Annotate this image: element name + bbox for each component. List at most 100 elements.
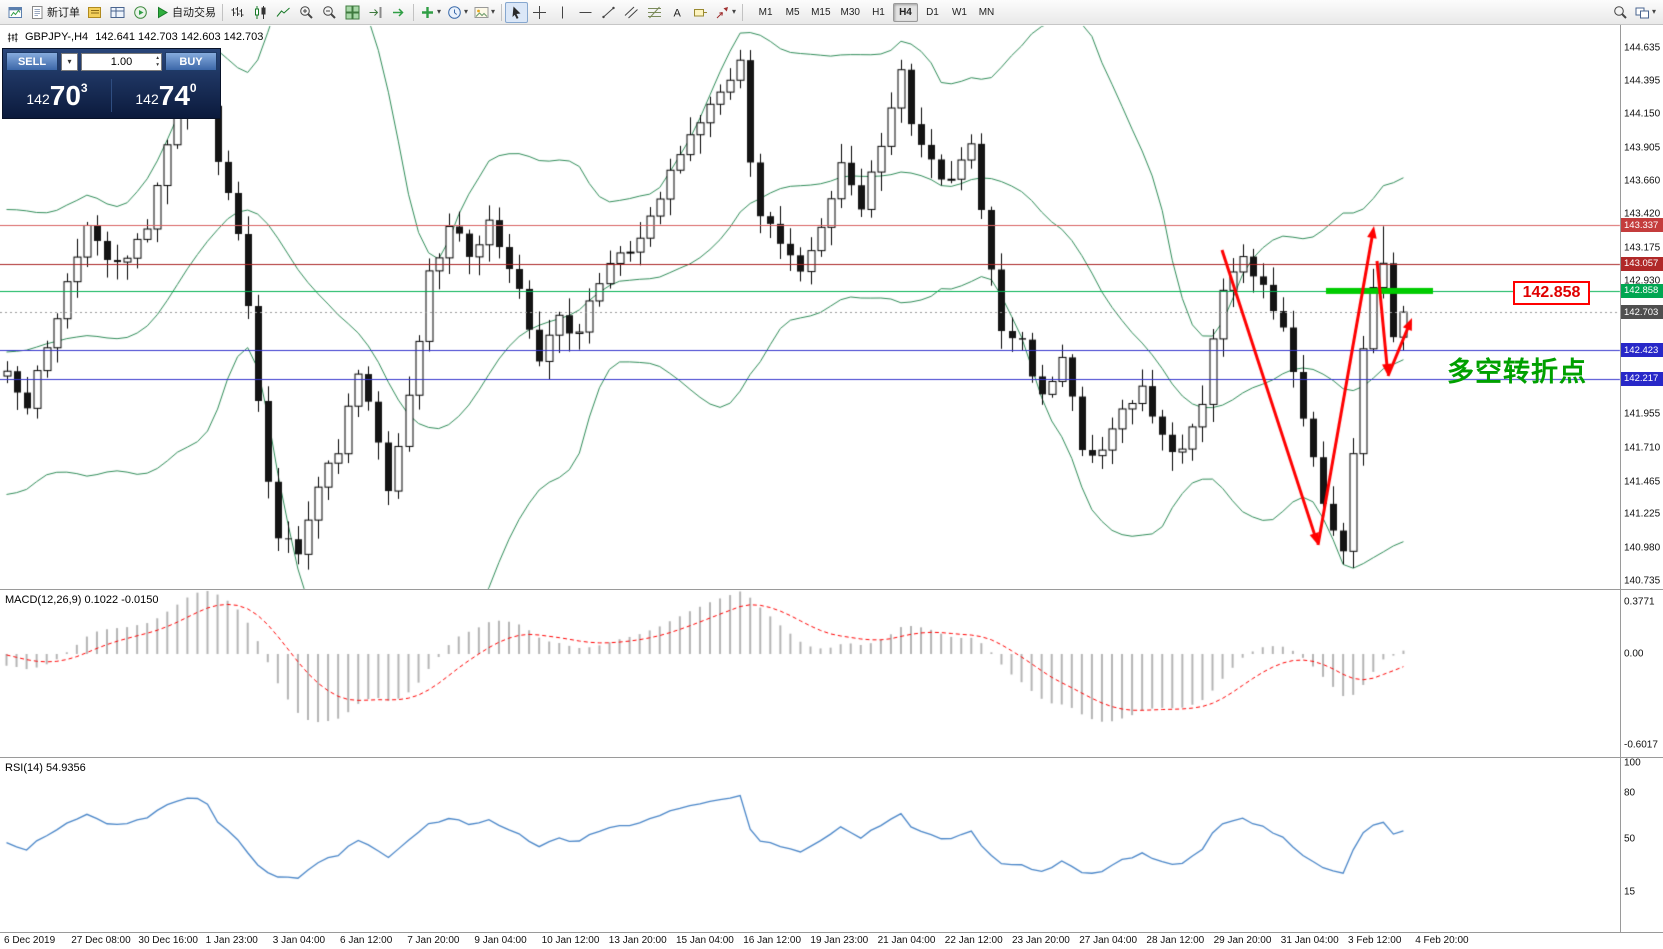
periods-button[interactable]: ▾ — [444, 2, 471, 23]
new-order-button[interactable]: 新订单 — [27, 2, 83, 23]
equidistant-channel-tool-button[interactable] — [620, 2, 643, 23]
timeframe-mn-button[interactable]: MN — [978, 6, 995, 18]
volume-value: 1.00 — [110, 55, 133, 68]
macd-axis-label: 0.00 — [1624, 648, 1644, 660]
caret-down-icon: ▾ — [732, 7, 737, 16]
macd-axis-label: -0.6017 — [1624, 739, 1658, 751]
vertical-line-tool-button[interactable] — [551, 2, 574, 23]
turning-point-annotation[interactable]: 多空转折点 — [1447, 357, 1587, 387]
channel-icon — [624, 5, 639, 20]
toolbar: 新订单 自动交易 ▾ ▾ ▾ A ▾ M1 M5 M15 M30 H1 H4 D1 W1 MN ▾ — [0, 0, 1663, 25]
time-axis-label: 16 Jan 12:00 — [743, 935, 802, 946]
bars-icon — [230, 5, 245, 20]
new-chart-button[interactable] — [4, 2, 27, 23]
buy-button[interactable]: BUY — [165, 52, 217, 71]
crosshair-tool-button[interactable] — [528, 2, 551, 23]
line-chart-mode-button[interactable] — [272, 2, 295, 23]
arrows-icon — [715, 5, 730, 20]
caret-down-icon: ▾ — [491, 7, 496, 16]
price-axis-label: 143.175 — [1624, 242, 1661, 254]
play-icon — [155, 5, 170, 20]
timeframe-m1-button[interactable]: M1 — [758, 6, 773, 18]
symbol-header: GBPJPY-,H4 142.641 142.703 142.603 142.7… — [7, 31, 263, 43]
price-axis-label: 143.905 — [1624, 142, 1661, 154]
rsi-axis-label: 15 — [1624, 886, 1636, 898]
templates-button[interactable]: ▾ — [471, 2, 498, 23]
zoom-out-button[interactable] — [318, 2, 341, 23]
toolbar-separator — [501, 3, 503, 21]
timeframe-w1-button[interactable]: W1 — [951, 6, 967, 18]
zoom-in-icon — [299, 5, 314, 20]
timeframe-m5-button[interactable]: M5 — [785, 6, 800, 18]
svg-text:A: A — [674, 7, 682, 19]
volume-input[interactable]: 1.00 ▴ ▾ — [81, 52, 162, 71]
sell-button[interactable]: SELL — [6, 52, 58, 71]
autotrading-label: 自动交易 — [172, 7, 216, 19]
bar-chart-mode-button[interactable] — [226, 2, 249, 23]
time-axis-label: 3 Feb 12:00 — [1348, 935, 1402, 946]
rsi-axis-label: 80 — [1624, 787, 1636, 799]
caret-down-icon: ▾ — [1651, 7, 1656, 16]
caret-down-icon: ▾ — [464, 7, 469, 16]
strategy-tester-button[interactable] — [129, 2, 152, 23]
symbol-name: GBPJPY-,H4 — [25, 31, 89, 43]
zoom-in-button[interactable] — [295, 2, 318, 23]
rsi-panel-divider[interactable] — [0, 757, 1663, 758]
price-axis-label: 141.465 — [1624, 476, 1661, 488]
shift-icon — [368, 5, 383, 20]
crosshair-icon — [532, 5, 547, 20]
price-annotation-box[interactable]: 142.858 — [1513, 281, 1590, 305]
chart-shift-button[interactable] — [364, 2, 387, 23]
price-axis-label: 140.980 — [1624, 542, 1661, 554]
time-axis-label: 21 Jan 04:00 — [877, 935, 936, 946]
timeframe-h1-button[interactable]: H1 — [872, 6, 885, 18]
one-click-top-row: SELL ▾ 1.00 ▴ ▾ BUY — [3, 49, 220, 74]
time-axis-divider — [0, 932, 1663, 933]
time-axis-label: 13 Jan 20:00 — [608, 935, 667, 946]
new-order-icon — [30, 5, 45, 20]
volume-dropdown[interactable]: ▾ — [61, 52, 78, 71]
toolbar-separator — [742, 3, 744, 21]
data-window-button[interactable] — [106, 2, 129, 23]
sell-price-main: 142 — [26, 91, 50, 107]
price-tag: 142.703 — [1621, 305, 1663, 320]
template-icon — [474, 5, 489, 20]
chart-window-icon — [8, 5, 23, 20]
tester-icon — [133, 5, 148, 20]
tile-windows-button[interactable] — [341, 2, 364, 23]
timeframe-toolbar: M1 M5 M15 M30 H1 H4 D1 W1 MN — [752, 0, 1000, 24]
macd-panel-divider[interactable] — [0, 589, 1663, 590]
window-list-button[interactable]: ▾ — [1632, 2, 1659, 23]
horizontal-line-tool-button[interactable] — [574, 2, 597, 23]
timeframe-h4-button[interactable]: H4 — [892, 2, 918, 22]
price-axis-label: 143.420 — [1624, 208, 1661, 220]
timeframe-d1-button[interactable]: D1 — [926, 6, 939, 18]
zoom-out-icon — [322, 5, 337, 20]
timeframe-m15-button[interactable]: M15 — [811, 6, 831, 18]
hline-icon — [578, 5, 593, 20]
clock-icon — [447, 5, 462, 20]
time-axis-label: 29 Jan 20:00 — [1213, 935, 1272, 946]
chart-search-button[interactable] — [1609, 2, 1632, 23]
time-axis-label: 4 Feb 20:00 — [1415, 935, 1469, 946]
cursor-tool-button[interactable] — [505, 1, 529, 23]
autotrading-button[interactable]: 自动交易 — [152, 2, 219, 23]
volume-spinner[interactable]: ▴ ▾ — [156, 54, 159, 68]
price-axis-label: 141.955 — [1624, 408, 1661, 420]
metaeditor-button[interactable] — [83, 2, 106, 23]
auto-scroll-button[interactable] — [387, 2, 410, 23]
fibo-icon — [647, 5, 662, 20]
price-axis-label: 144.395 — [1624, 75, 1661, 87]
toolbar-separator — [413, 3, 414, 21]
time-axis-label: 15 Jan 04:00 — [676, 935, 734, 946]
fibonacci-tool-button[interactable] — [643, 2, 666, 23]
text-label-tool-button[interactable] — [689, 2, 712, 23]
timeframe-m30-button[interactable]: M30 — [840, 6, 860, 18]
arrows-tool-button[interactable]: ▾ — [712, 2, 739, 23]
indicators-button[interactable]: ▾ — [417, 2, 444, 23]
candlestick-mode-button[interactable] — [249, 2, 272, 23]
trendline-tool-button[interactable] — [597, 2, 620, 23]
textA-icon: A — [670, 5, 685, 20]
text-tool-button[interactable]: A — [666, 2, 689, 23]
